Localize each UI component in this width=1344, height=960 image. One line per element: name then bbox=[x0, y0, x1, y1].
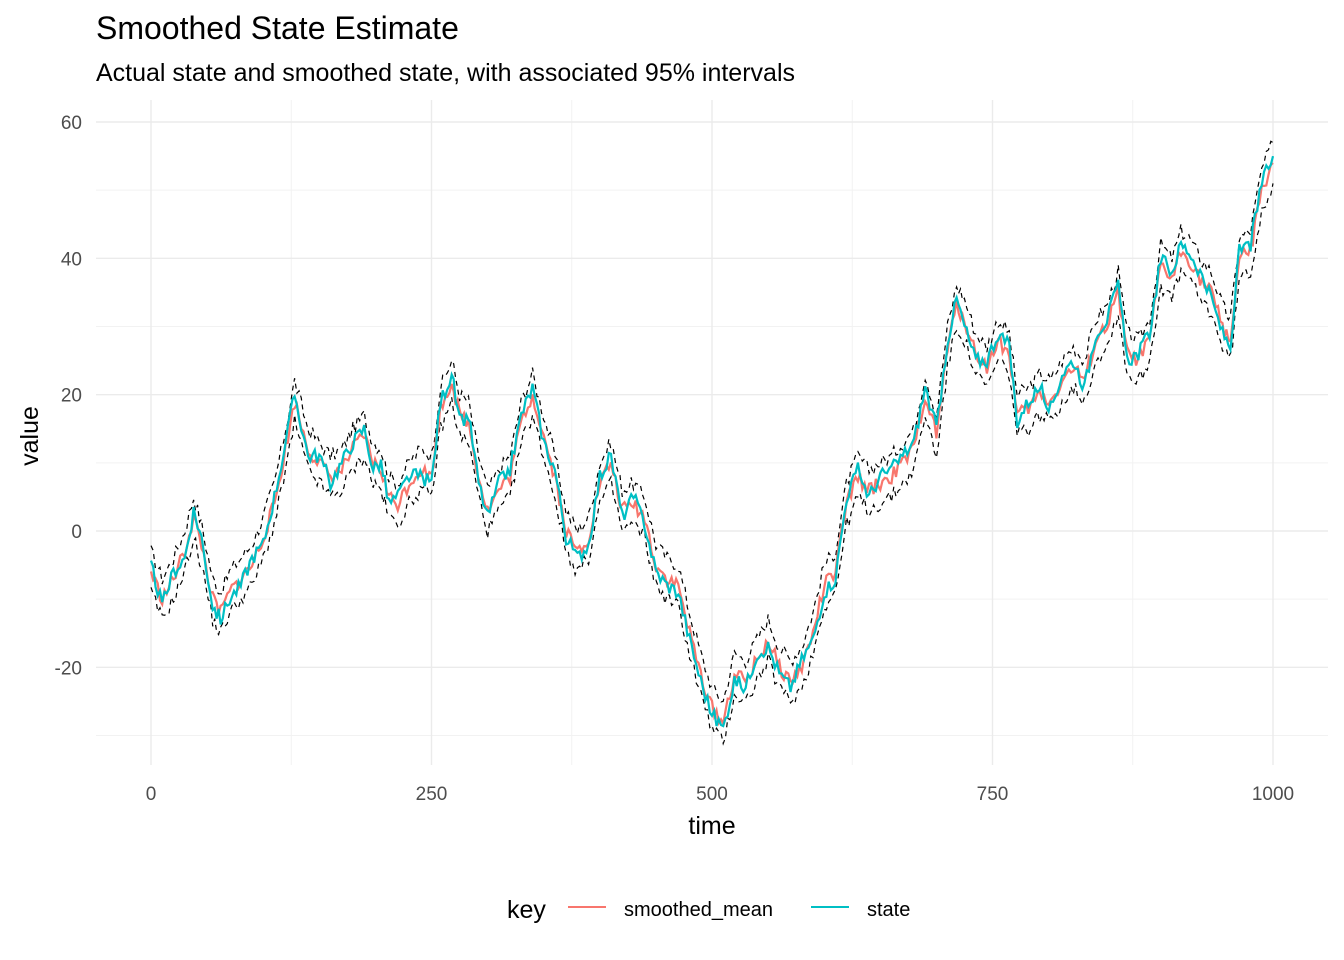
y-tick-label: 20 bbox=[61, 386, 82, 407]
legend-label-smoothed-mean: smoothed_mean bbox=[624, 899, 773, 921]
x-tick-label: 500 bbox=[696, 784, 728, 805]
legend-title: key bbox=[507, 896, 546, 924]
x-tick-label: 750 bbox=[977, 784, 1009, 805]
y-tick-label: -20 bbox=[55, 658, 82, 679]
series-lines bbox=[149, 155, 1275, 728]
y-axis-ticks: -20 0 20 40 60 bbox=[55, 113, 82, 679]
x-tick-label: 1000 bbox=[1252, 784, 1294, 805]
x-tick-label: 0 bbox=[146, 784, 157, 805]
legend-label-state: state bbox=[867, 899, 910, 921]
y-tick-label: 60 bbox=[61, 113, 82, 134]
lower-interval-line bbox=[150, 183, 1274, 746]
x-axis-ticks: 0 250 500 750 1000 bbox=[146, 784, 1294, 805]
x-tick-label: 250 bbox=[416, 784, 448, 805]
chart-subtitle: Actual state and smoothed state, with as… bbox=[96, 59, 795, 87]
interval-bounds bbox=[150, 140, 1274, 746]
upper-interval-line bbox=[150, 140, 1274, 703]
chart-title: Smoothed State Estimate bbox=[96, 10, 459, 46]
x-axis-title: time bbox=[688, 812, 735, 840]
y-tick-label: 40 bbox=[61, 249, 82, 270]
series-line-state bbox=[149, 155, 1275, 728]
legend: key smoothed_mean state bbox=[507, 896, 910, 924]
y-tick-label: 0 bbox=[71, 522, 82, 543]
y-axis-title: value bbox=[16, 406, 44, 466]
grid-major bbox=[96, 100, 1328, 765]
